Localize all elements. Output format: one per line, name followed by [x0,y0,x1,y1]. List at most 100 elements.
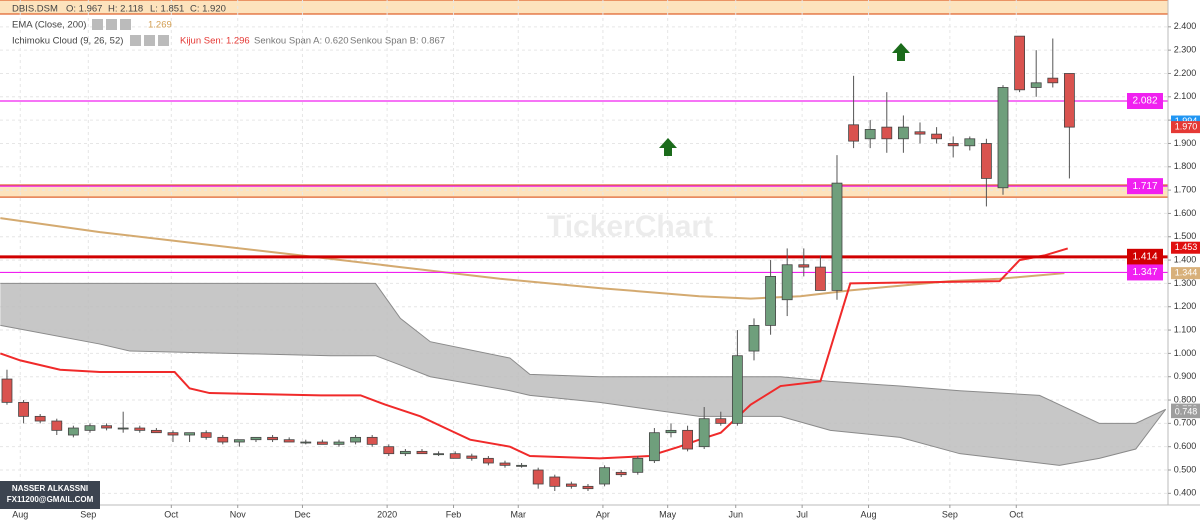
candle-body [964,138,976,147]
candle-body [1014,35,1025,91]
x-tick-label: Sep [80,509,96,519]
candle-body [84,425,96,431]
axis-marker [1171,121,1200,134]
axis-marker-label: 1.994 [1175,116,1198,126]
candle-body [433,453,444,456]
candle-body [18,401,29,417]
axis-marker [1171,241,1200,254]
y-tick-label: 0.800 [1174,394,1197,404]
y-tick-label: 1.800 [1174,161,1197,171]
y-tick-label: 1.500 [1174,231,1197,241]
y-tick-label: 1.400 [1174,254,1197,264]
candle-body [300,441,312,444]
candle-body [1030,82,1042,88]
candle-body [466,455,478,459]
candle-body [997,87,1009,189]
y-tick-label: 1.700 [1174,184,1197,194]
level-label: 1.717 [1132,181,1157,192]
candle-body [748,324,760,352]
ema-value: 1.269 [148,20,172,31]
candle-body [781,264,793,301]
level-label: 1.414 [1132,251,1157,262]
ohlc-low: L: 1.851 [150,4,184,15]
x-tick-label: Dec [294,509,311,519]
ohlc-close: C: 1.920 [190,4,226,15]
x-tick-label: Oct [164,509,179,519]
level-label: 1.347 [1132,267,1157,278]
x-tick-label: Aug [12,509,28,519]
y-tick-label: 2.300 [1174,45,1197,55]
span-b-label: Senkou Span B: 0.867 [350,36,445,47]
y-tick-label: 0.600 [1174,441,1197,451]
y-tick-label: 1.900 [1174,138,1197,148]
watermark: TickerChart [547,210,713,243]
credit-box: NASSER ALKASSNI FX11200@GMAIL.COM [0,481,100,509]
candle-body [482,457,494,464]
zone [0,184,1168,198]
axis-marker [1171,267,1200,280]
candle-body [499,462,511,466]
candle-body [648,432,660,462]
credit-name: NASSER ALKASSNI [12,484,88,493]
candle-body [848,124,859,142]
up-arrow [659,138,677,156]
icon[interactable] [106,19,117,30]
axis-marker [1171,406,1200,419]
icon[interactable] [158,35,169,46]
x-tick-label: Nov [230,509,247,519]
candle-body [350,436,361,443]
icon[interactable] [130,35,141,46]
candle-body [715,418,727,424]
axis-marker-label: 1.453 [1175,242,1198,252]
candle-body [931,133,942,140]
icon[interactable] [120,19,131,30]
candle-body [399,450,411,455]
x-tick-label: Oct [1009,509,1024,519]
kijun-line [0,247,1069,460]
icon[interactable] [144,35,155,46]
candle-body [532,469,544,485]
y-tick-label: 1.600 [1174,208,1197,218]
ohlc-open: O: 1.967 [66,4,102,15]
candle-body [67,427,79,436]
candle-body [134,427,146,431]
y-tick-label: 2.200 [1174,68,1197,78]
x-tick-label: 2020 [377,509,397,519]
y-tick-label: 0.500 [1174,464,1197,474]
candle-body [117,427,129,430]
candle-body [200,432,212,438]
axis-marker-label: 1.344 [1175,268,1198,278]
cloud-edge [0,324,1167,466]
symbol: DBIS.DSM [12,4,58,15]
y-tick-label: 1.100 [1174,324,1197,334]
y-tick-label: 1.000 [1174,348,1197,358]
x-tick-label: Mar [511,509,527,519]
indicator-layer [0,100,1168,466]
axis-layer: 0.400 0.500 0.600 0.700 0.800 0.900 1.000 1.100… [12,21,1200,519]
candle-body [217,436,229,443]
zone [0,0,1168,14]
candle-body [184,432,195,436]
ichimoku-cloud [0,283,1166,466]
level-box [1127,178,1163,195]
candle-body [864,129,876,140]
ichimoku-label: Ichimoku Cloud (9, 26, 52) [12,36,123,47]
candle-body [980,143,992,179]
icon[interactable] [92,19,103,30]
candle-body [167,432,179,436]
candle-body [316,441,328,445]
candle-body [731,355,743,424]
candle-body [565,483,577,487]
candle-body [1063,73,1075,128]
candle-layer [1,35,1075,492]
y-tick-label: 2.100 [1174,91,1197,101]
candle-body [233,439,245,443]
x-tick-label: Apr [596,509,610,519]
x-tick-label: Aug [861,509,877,519]
kijun-label: Kijun Sen: 1.296 [180,36,250,47]
candle-body [1047,77,1059,84]
y-tick-label: 0.400 [1174,488,1197,498]
